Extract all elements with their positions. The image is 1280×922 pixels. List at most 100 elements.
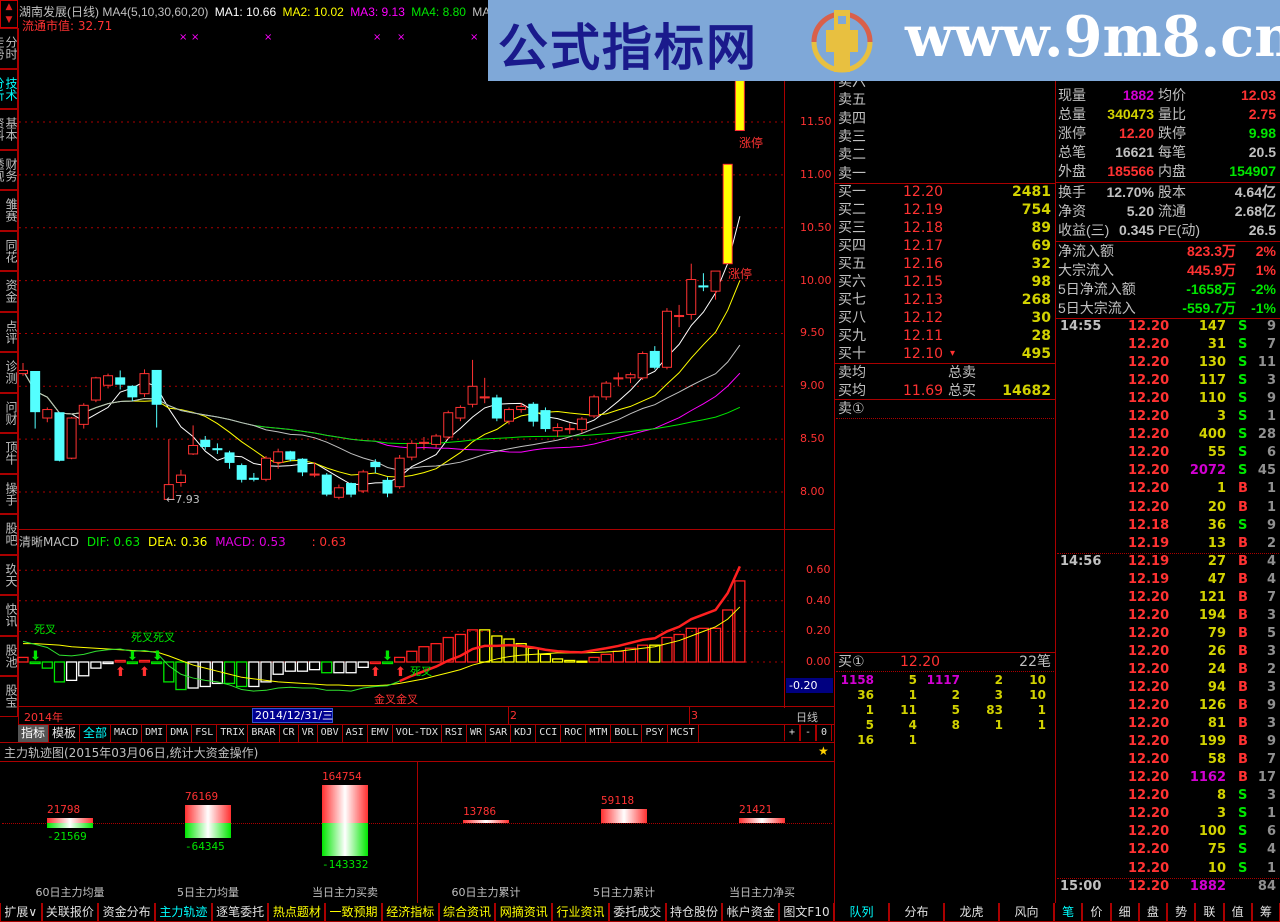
sidebar-tab-11[interactable]: 操手 [0, 473, 18, 514]
candle[interactable] [19, 363, 28, 376]
candle[interactable] [297, 458, 308, 477]
indicator-tab-kdj[interactable]: KDJ [511, 725, 537, 742]
zoom-reset-button[interactable]: 0 [816, 725, 832, 741]
bottom-tab[interactable]: 价 [1082, 903, 1111, 922]
bottom-tab[interactable]: 风向 [999, 903, 1054, 922]
candle[interactable] [370, 459, 381, 473]
candle[interactable] [686, 263, 697, 320]
candle[interactable] [261, 456, 271, 482]
bottom-tab[interactable]: 网摘资讯 [495, 903, 553, 922]
candle[interactable] [54, 412, 65, 462]
indicator-tab-fsl[interactable]: FSL [192, 725, 218, 742]
bid-row[interactable]: 买七 12.13 268 [838, 291, 1053, 309]
sidebar-tab-10[interactable]: 顶牛 [0, 433, 18, 474]
indicator-tab-trix[interactable]: TRIX [217, 725, 249, 742]
indicator-tab-sar[interactable]: SAR [486, 725, 512, 742]
candle[interactable] [358, 469, 369, 494]
candle[interactable] [649, 346, 660, 370]
buy1-queue-header[interactable]: 买① 12.20 22笔 [838, 653, 1053, 671]
bottom-tab[interactable]: 热点题材 [268, 903, 326, 922]
sidebar-tab-15[interactable]: 股池 [0, 635, 18, 676]
candle[interactable] [698, 273, 709, 292]
candle[interactable] [78, 403, 89, 429]
sidebar-tab-3[interactable]: 财务透视 [0, 149, 18, 190]
candle[interactable] [516, 403, 527, 413]
bid-row[interactable]: 买六 12.15 98 [838, 273, 1053, 291]
sidebar-tab-14[interactable]: 快讯 [0, 595, 18, 636]
sidebar-tab-6[interactable]: 资金 [0, 271, 18, 312]
candle[interactable] [613, 372, 624, 387]
scroll-down-icon[interactable]: ▼ [5, 15, 13, 25]
candle[interactable] [175, 469, 186, 487]
bottom-tab[interactable]: 值 [1223, 903, 1252, 922]
candle[interactable] [139, 369, 150, 397]
indicator-tab-boll[interactable]: BOLL [611, 725, 643, 742]
bottom-tab[interactable]: 筹 [1251, 903, 1280, 922]
candle[interactable] [200, 435, 211, 450]
period-label[interactable]: 日线 [796, 711, 818, 724]
ask-row[interactable]: 卖四 [838, 110, 1053, 128]
bottom-tab[interactable]: 图文F10 [779, 903, 834, 922]
indicator-tab-mtm[interactable]: MTM [586, 725, 612, 742]
indicator-tab-emv[interactable]: EMV [368, 725, 393, 742]
candle[interactable] [504, 407, 514, 425]
candle[interactable] [273, 448, 284, 469]
bottom-tab[interactable]: 分布 [889, 903, 944, 922]
candle[interactable] [589, 394, 600, 419]
bid-row[interactable]: 买十 12.10 ▾ 495 [838, 345, 1053, 363]
indicator-tab-obv[interactable]: OBV [318, 725, 343, 742]
bottom-tab[interactable]: 关联报价 [41, 903, 99, 922]
zoom-out-button[interactable]: - [800, 725, 816, 741]
favorite-star-icon[interactable]: ★ [818, 744, 829, 758]
bottom-tab[interactable]: 队列 [834, 903, 889, 922]
candle[interactable] [431, 433, 442, 448]
candle[interactable] [346, 482, 357, 498]
ask-row[interactable]: 卖五 [838, 91, 1053, 109]
candle[interactable] [321, 472, 332, 497]
ask-row[interactable]: 卖一 [838, 165, 1053, 183]
candle[interactable] [601, 381, 612, 401]
candle[interactable] [540, 407, 551, 432]
bottom-tab[interactable]: 龙虎 [944, 903, 999, 922]
sell1-queue-header[interactable]: 卖① [838, 400, 1053, 418]
candle[interactable] [394, 455, 405, 489]
sidebar-tab-7[interactable]: 点评 [0, 311, 18, 352]
candle[interactable] [564, 423, 575, 434]
bottom-tab[interactable]: 势 [1167, 903, 1196, 922]
indicator-tab-wr[interactable]: WR [467, 725, 487, 742]
candle[interactable] [467, 359, 478, 408]
candle[interactable] [710, 270, 721, 300]
chart-scroll-buttons[interactable]: ▲ ▼ [0, 0, 18, 28]
candle[interactable] [418, 437, 429, 450]
bid-row[interactable]: 买一 12.20 2481 [838, 183, 1053, 201]
indicator-tab-vol-tdx[interactable]: VOL-TDX [393, 725, 442, 742]
bottom-tab[interactable]: 扩展∨ [0, 903, 42, 922]
sidebar-tab-0[interactable]: 分时走势 [0, 28, 18, 69]
indicator-tab-模板[interactable]: 模板 [49, 725, 81, 742]
candle[interactable] [479, 377, 490, 404]
indicator-tab-cci[interactable]: CCI [536, 725, 562, 742]
sidebar-tab-12[interactable]: 股吧 [0, 514, 18, 555]
ask-row[interactable]: 卖三 [838, 128, 1053, 146]
candle[interactable] [236, 463, 247, 483]
candle[interactable] [576, 416, 587, 433]
candle[interactable] [528, 402, 539, 427]
candle[interactable] [151, 369, 162, 428]
bid-row[interactable]: 买五 12.16 32 [838, 255, 1053, 273]
sidebar-tab-5[interactable]: 同花 [0, 230, 18, 271]
indicator-tab-dmi[interactable]: DMI [142, 725, 168, 742]
bottom-tab[interactable]: 帐户资金 [722, 903, 780, 922]
indicator-tab-psy[interactable]: PSY [642, 725, 668, 742]
candle[interactable] [552, 423, 563, 438]
candle[interactable] [115, 370, 126, 390]
bid-row[interactable]: 买二 12.19 754 [838, 201, 1053, 219]
candle[interactable] [127, 385, 138, 402]
bid-row[interactable]: 买四 12.17 69 [838, 237, 1053, 255]
candle[interactable] [406, 440, 417, 461]
candle[interactable] [224, 450, 235, 469]
kline-chart[interactable]: × × × × × ×⬇ ⬇ ⬇ ⬇⬆ ⬆ ⬆ ⬆ [0, 0, 835, 725]
candle[interactable] [491, 394, 502, 422]
candle[interactable] [309, 462, 320, 478]
candle[interactable] [248, 472, 259, 482]
sidebar-tab-8[interactable]: 诊测 [0, 352, 18, 393]
